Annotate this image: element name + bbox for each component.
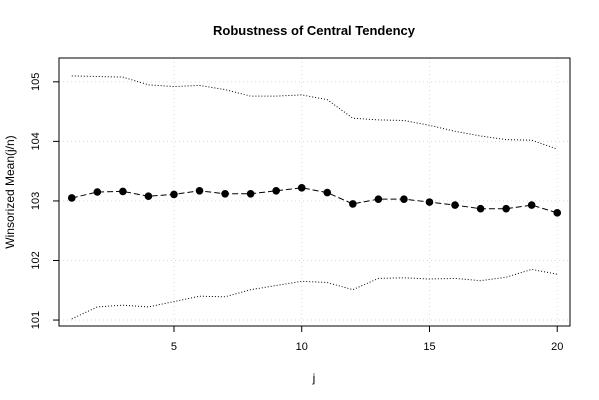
data-point bbox=[476, 204, 485, 213]
series-layer bbox=[67, 75, 562, 320]
series-line-1 bbox=[71, 187, 558, 214]
series-line-3 bbox=[71, 268, 558, 320]
y-axis-label: Winsorized Mean(j/n) bbox=[3, 135, 17, 248]
data-point bbox=[221, 189, 229, 198]
data-point bbox=[67, 194, 76, 202]
x-tick-label: 15 bbox=[423, 341, 435, 353]
data-point bbox=[553, 209, 562, 217]
y-tick-label: 101 bbox=[30, 311, 42, 329]
chart-title: Robustness of Central Tendency bbox=[213, 23, 416, 38]
series-line-2 bbox=[71, 75, 558, 150]
data-point bbox=[349, 200, 357, 208]
data-point bbox=[374, 195, 383, 203]
data-point bbox=[425, 198, 434, 206]
y-tick-label: 104 bbox=[30, 132, 42, 150]
data-point bbox=[195, 187, 204, 195]
data-point bbox=[451, 201, 459, 209]
x-tick-label: 5 bbox=[171, 341, 177, 353]
y-tick-label: 103 bbox=[30, 192, 42, 210]
x-tick-label: 10 bbox=[296, 341, 308, 353]
x-axis-label: j bbox=[312, 371, 316, 385]
y-tick-label: 102 bbox=[30, 251, 42, 269]
plot-frame bbox=[58, 57, 571, 327]
data-point bbox=[93, 188, 102, 196]
data-point bbox=[272, 187, 280, 195]
data-point bbox=[144, 192, 153, 200]
data-point bbox=[400, 195, 408, 203]
data-point bbox=[502, 204, 510, 213]
axes: 5 10 15 20 101 102 103 104 105 bbox=[30, 73, 563, 353]
data-point bbox=[119, 187, 127, 196]
data-point bbox=[297, 184, 306, 192]
x-tick-label: 20 bbox=[551, 341, 563, 353]
y-tick-label: 105 bbox=[30, 73, 42, 91]
grid bbox=[59, 58, 570, 326]
data-point bbox=[246, 189, 255, 198]
data-point bbox=[170, 190, 178, 199]
data-point bbox=[323, 188, 332, 197]
data-point bbox=[527, 201, 536, 209]
